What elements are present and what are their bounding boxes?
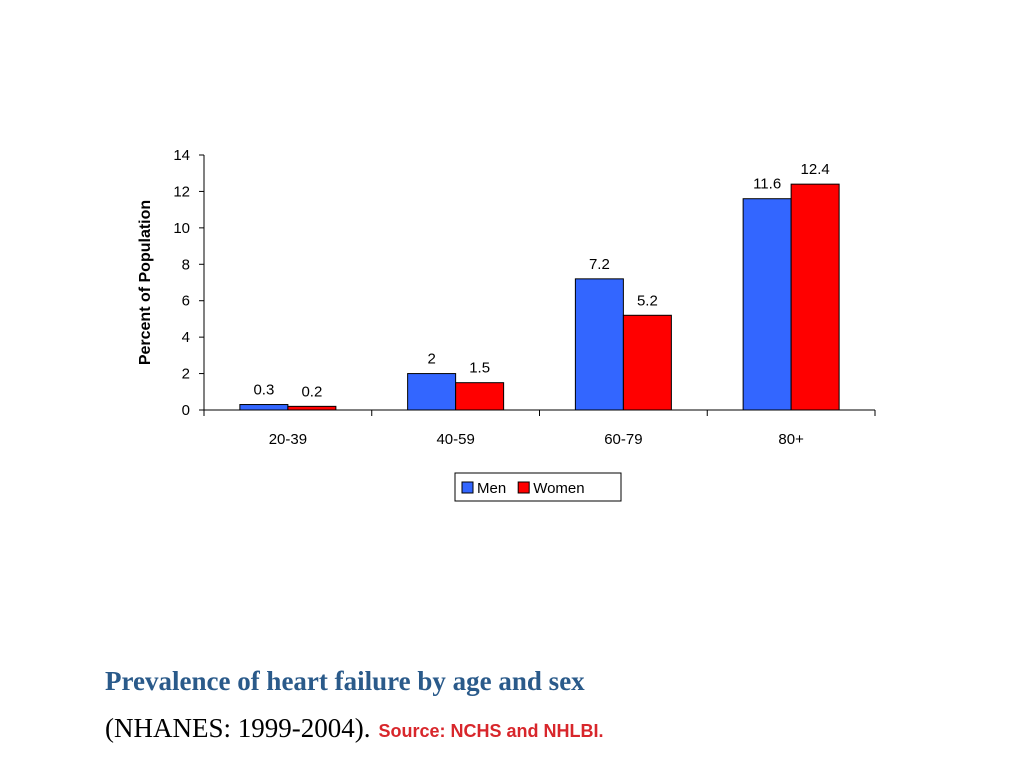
y-tick-label: 8 [182, 256, 190, 273]
data-label: 7.2 [589, 256, 610, 273]
y-tick-label: 0 [182, 402, 190, 419]
caption-subtitle-text: (NHANES: 1999-2004). [105, 713, 371, 743]
bar-women [622, 314, 672, 411]
legend-swatch-men [461, 481, 474, 494]
x-tick-label: 60-79 [604, 431, 642, 448]
bar-women [790, 183, 840, 411]
x-tick-label: 80+ [778, 431, 804, 448]
data-label: 1.5 [469, 360, 490, 377]
y-axis-title: Percent of Population [137, 200, 154, 365]
y-tick-label: 10 [173, 220, 190, 237]
y-tick-label: 2 [182, 366, 190, 383]
data-label: 2 [427, 351, 435, 368]
legend-box [454, 472, 622, 502]
bar-men [574, 278, 624, 411]
x-tick-label: 40-59 [436, 431, 474, 448]
data-label: 12.4 [801, 161, 830, 178]
data-label: 11.6 [753, 176, 781, 193]
data-label: 0.3 [253, 382, 274, 399]
y-tick-label: 14 [173, 147, 190, 164]
bar-women [455, 382, 505, 411]
bar-women [287, 405, 337, 411]
bar-men [742, 198, 792, 411]
x-tick-label: 20-39 [269, 431, 307, 448]
caption-subtitle: (NHANES: 1999-2004). Source: NCHS and NHL… [105, 713, 604, 744]
legend-label-men: Men [477, 480, 506, 497]
legend-label-women: Women [533, 480, 584, 497]
y-tick-label: 6 [182, 293, 190, 310]
bar-chart: 0 2 4 6 8 10 12 14 Percent of Population 20-39 0.3… [137, 147, 876, 502]
caption-title: Prevalence of heart failure by age and s… [105, 666, 585, 696]
legend-swatch-women [517, 481, 530, 494]
source-note: Source: NCHS and NHLBI. [378, 721, 604, 741]
bar-men [239, 404, 289, 411]
bar-men [407, 373, 457, 411]
y-tick-label: 12 [173, 183, 190, 200]
y-tick-label: 4 [182, 329, 190, 346]
data-label: 0.2 [301, 383, 322, 400]
data-label: 5.2 [637, 292, 658, 309]
